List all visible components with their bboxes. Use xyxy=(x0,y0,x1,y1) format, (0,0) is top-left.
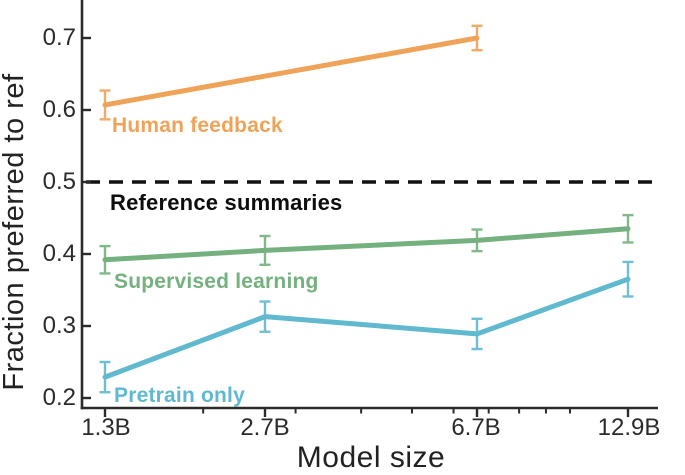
series-label-supervised-learning: Supervised learning xyxy=(114,270,319,293)
series-line-human-feedback xyxy=(102,35,480,108)
x-tick-label: 6.7B xyxy=(451,414,501,441)
x-tick-label: 2.7B xyxy=(240,414,290,441)
y-tick-label: 0.6 xyxy=(42,96,76,123)
series-line-pretrain-only xyxy=(102,276,631,380)
x-tick-label: 12.9B xyxy=(597,414,661,441)
y-tick-label: 0.2 xyxy=(42,384,76,411)
x-tick-label: 1.3B xyxy=(81,414,131,441)
y-tick-label: 0.4 xyxy=(42,240,76,267)
y-tick-label: 0.7 xyxy=(42,24,76,51)
y-tick-label: 0.5 xyxy=(42,168,76,195)
series-label-pretrain-only: Pretrain only xyxy=(114,384,245,407)
series-line-supervised-learning xyxy=(102,226,631,263)
y-tick-label: 0.3 xyxy=(42,312,76,339)
series-label-human-feedback: Human feedback xyxy=(112,114,283,137)
x-axis-title: Model size xyxy=(296,441,446,474)
series-label-reference-summaries: Reference summaries xyxy=(110,190,343,215)
y-axis-title: Fraction preferred to ref xyxy=(0,73,30,391)
